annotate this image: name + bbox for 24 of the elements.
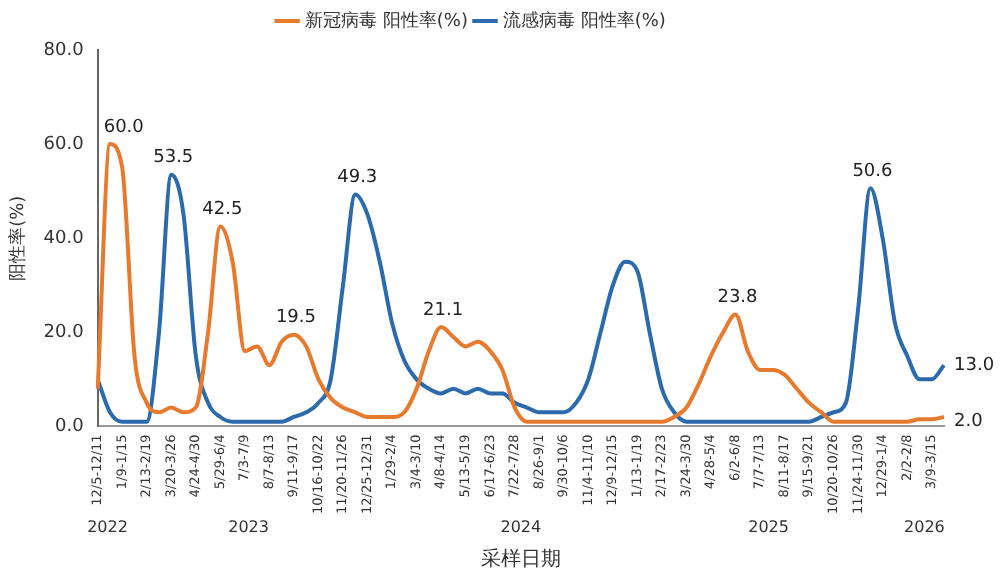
data-label: 60.0 — [103, 117, 145, 138]
data-label: 42.5 — [202, 200, 243, 221]
y-axis-title: 阳性率(%) — [7, 195, 30, 281]
text: 2024 — [500, 518, 542, 537]
x-axis-title: 采样日期 — [480, 547, 561, 572]
data-label: 2.0 — [954, 411, 984, 432]
y-tick-label: 0.0 — [55, 417, 85, 438]
legend-label: 新冠病毒 阳性率(%) — [305, 9, 468, 32]
y-tick-label: 60.0 — [43, 134, 85, 155]
data-label: 50.6 — [852, 162, 893, 183]
text: 2026 — [904, 518, 945, 537]
y-tick-label: 20.0 — [43, 322, 85, 343]
text: 2025 — [748, 518, 789, 537]
legend-label: 流感病毒 阳性率(%) — [503, 9, 666, 32]
text: 2023 — [228, 518, 269, 537]
data-label: 49.3 — [337, 168, 378, 189]
text: 2022 — [87, 518, 128, 537]
y-tick-label: 80.0 — [43, 40, 85, 61]
y-tick-label: 40.0 — [43, 228, 85, 249]
data-label: 13.0 — [954, 355, 995, 376]
data-label: 21.1 — [423, 300, 464, 321]
data-label: 23.8 — [717, 288, 759, 309]
data-label: 53.5 — [153, 148, 194, 169]
data-label: 19.5 — [275, 308, 316, 329]
